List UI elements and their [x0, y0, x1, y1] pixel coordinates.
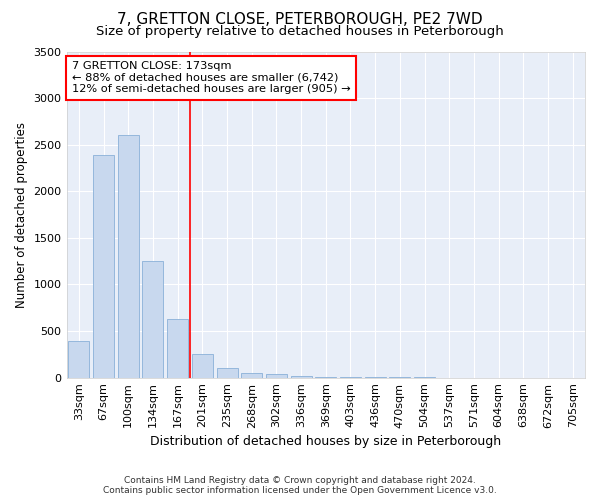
Bar: [93, 155, 114, 378]
Bar: [68, 342, 89, 378]
Bar: [266, 374, 287, 378]
Bar: [118, 136, 139, 378]
Bar: [340, 377, 361, 378]
Bar: [315, 376, 336, 378]
X-axis label: Distribution of detached houses by size in Peterborough: Distribution of detached houses by size …: [150, 434, 502, 448]
Bar: [241, 372, 262, 378]
Text: 7, GRETTON CLOSE, PETERBOROUGH, PE2 7WD: 7, GRETTON CLOSE, PETERBOROUGH, PE2 7WD: [117, 12, 483, 28]
Bar: [192, 354, 213, 378]
Text: 7 GRETTON CLOSE: 173sqm
← 88% of detached houses are smaller (6,742)
12% of semi: 7 GRETTON CLOSE: 173sqm ← 88% of detache…: [72, 62, 350, 94]
Bar: [290, 376, 311, 378]
Bar: [217, 368, 238, 378]
Text: Size of property relative to detached houses in Peterborough: Size of property relative to detached ho…: [96, 25, 504, 38]
Y-axis label: Number of detached properties: Number of detached properties: [15, 122, 28, 308]
Bar: [167, 319, 188, 378]
Text: Contains HM Land Registry data © Crown copyright and database right 2024.
Contai: Contains HM Land Registry data © Crown c…: [103, 476, 497, 495]
Bar: [142, 261, 163, 378]
